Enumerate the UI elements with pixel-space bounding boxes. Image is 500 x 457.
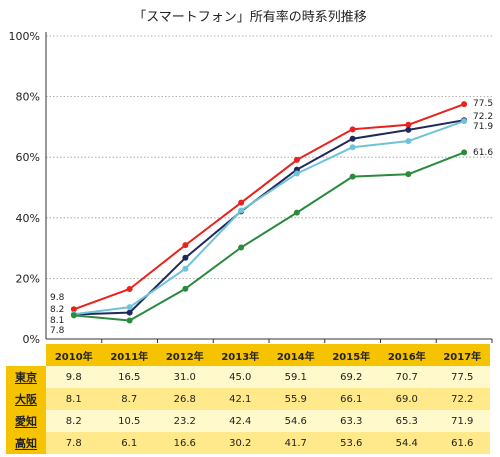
table-row-aichi: 愛知 8.2 10.5 23.2 42.4 54.6 63.3 65.3 71.…: [6, 410, 490, 432]
data-point: [349, 144, 356, 151]
data-point: [238, 199, 245, 206]
data-point: [293, 209, 300, 216]
data-point: [70, 312, 77, 319]
table-cell: 42.1: [212, 388, 268, 410]
table-cell: 16.6: [157, 432, 213, 454]
table-cell: 54.6: [268, 410, 324, 432]
data-point: [70, 306, 77, 313]
row-label: 高知: [6, 432, 46, 454]
data-point: [238, 207, 245, 214]
table-cell: 65.3: [379, 410, 435, 432]
data-point: [461, 118, 468, 125]
table-cell: 26.8: [157, 388, 213, 410]
data-point: [349, 126, 356, 133]
table-cell: 77.5: [434, 366, 490, 388]
data-point: [182, 254, 189, 261]
table-cell: 42.4: [212, 410, 268, 432]
data-point: [293, 156, 300, 163]
table-row-tokyo: 東京 9.8 16.5 31.0 45.0 59.1 69.2 70.7 77.…: [6, 366, 490, 388]
table-corner: [6, 344, 46, 366]
table-cell: 45.0: [212, 366, 268, 388]
start-value-label: 8.2: [50, 305, 64, 315]
series-line: [73, 120, 465, 316]
row-label: 大阪: [6, 388, 46, 410]
start-value-label: 7.8: [50, 326, 65, 336]
end-value-label: 71.9: [473, 122, 493, 132]
table-cell: 69.2: [323, 366, 379, 388]
data-point: [461, 149, 468, 156]
data-point: [293, 170, 300, 177]
data-point: [349, 135, 356, 142]
table-row-osaka: 大阪 8.1 8.7 26.8 42.1 55.9 66.1 69.0 72.2: [6, 388, 490, 410]
year-header: 2010年: [46, 344, 102, 366]
data-point: [182, 242, 189, 249]
year-header: 2011年: [101, 344, 157, 366]
table-header-row: 2010年 2011年 2012年 2013年 2014年 2015年 2016…: [6, 344, 490, 366]
year-header: 2012年: [157, 344, 213, 366]
year-header: 2016年: [379, 344, 435, 366]
table-cell: 63.3: [323, 410, 379, 432]
start-value-label: 8.1: [50, 316, 64, 326]
y-tick-label: 20%: [16, 272, 40, 285]
y-tick-label: 0%: [23, 333, 40, 344]
table-cell: 8.1: [46, 388, 102, 410]
series-line: [73, 151, 465, 322]
table-row-kochi: 高知 7.8 6.1 16.6 30.2 41.7 53.6 54.4 61.6: [6, 432, 490, 454]
table-cell: 59.1: [268, 366, 324, 388]
table-cell: 70.7: [379, 366, 435, 388]
y-tick-label: 60%: [16, 151, 40, 164]
table-cell: 23.2: [157, 410, 213, 432]
table-cell: 10.5: [101, 410, 157, 432]
table-cell: 53.6: [323, 432, 379, 454]
end-value-label: 61.6: [473, 148, 493, 158]
data-point: [238, 244, 245, 251]
data-point: [182, 285, 189, 292]
data-point: [126, 309, 133, 316]
y-tick-label: 40%: [16, 212, 40, 225]
data-point: [126, 317, 133, 324]
table-cell: 31.0: [157, 366, 213, 388]
table-cell: 7.8: [46, 432, 102, 454]
data-point: [349, 173, 356, 180]
year-header: 2017年: [434, 344, 490, 366]
table-cell: 9.8: [46, 366, 102, 388]
table-cell: 69.0: [379, 388, 435, 410]
y-tick-label: 80%: [16, 91, 40, 104]
year-header: 2014年: [268, 344, 324, 366]
table-cell: 55.9: [268, 388, 324, 410]
data-point: [461, 101, 468, 108]
table-cell: 8.2: [46, 410, 102, 432]
data-point: [405, 121, 412, 128]
table-cell: 66.1: [323, 388, 379, 410]
table-cell: 41.7: [268, 432, 324, 454]
series-line: [73, 103, 465, 311]
chart-title: 「スマートフォン」所有率の時系列推移: [133, 10, 367, 25]
table-cell: 16.5: [101, 366, 157, 388]
table-cell: 8.7: [101, 388, 157, 410]
year-header: 2015年: [323, 344, 379, 366]
table-cell: 6.1: [101, 432, 157, 454]
y-tick-label: 100%: [9, 30, 40, 43]
data-point: [126, 286, 133, 293]
data-table: 2010年 2011年 2012年 2013年 2014年 2015年 2016…: [6, 344, 490, 454]
plot-area: 0% 20% 40% 60% 80% 100% 9.8 8.28.17.8 77.5 72.271…: [9, 30, 494, 344]
end-value-label: 77.5: [473, 99, 493, 109]
data-point: [405, 138, 412, 145]
end-value-label: 72.2: [473, 112, 493, 122]
table-cell: 72.2: [434, 388, 490, 410]
start-value-label: 9.8: [50, 293, 65, 303]
row-label: 愛知: [6, 410, 46, 432]
table-cell: 71.9: [434, 410, 490, 432]
data-point: [182, 265, 189, 272]
row-label: 東京: [6, 366, 46, 388]
year-header: 2013年: [212, 344, 268, 366]
data-point: [405, 171, 412, 178]
series-line: [73, 119, 465, 316]
data-point: [126, 304, 133, 311]
table-cell: 30.2: [212, 432, 268, 454]
data-point: [405, 126, 412, 133]
table-cell: 61.6: [434, 432, 490, 454]
table-cell: 54.4: [379, 432, 435, 454]
